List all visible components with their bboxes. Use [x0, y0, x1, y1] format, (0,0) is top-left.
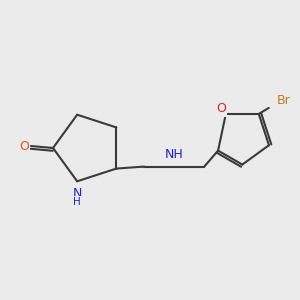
Text: Br: Br [277, 94, 291, 107]
Text: H: H [73, 197, 81, 207]
Text: NH: NH [165, 148, 184, 161]
Text: O: O [19, 140, 29, 152]
Text: O: O [216, 102, 226, 116]
Text: N: N [73, 187, 82, 200]
